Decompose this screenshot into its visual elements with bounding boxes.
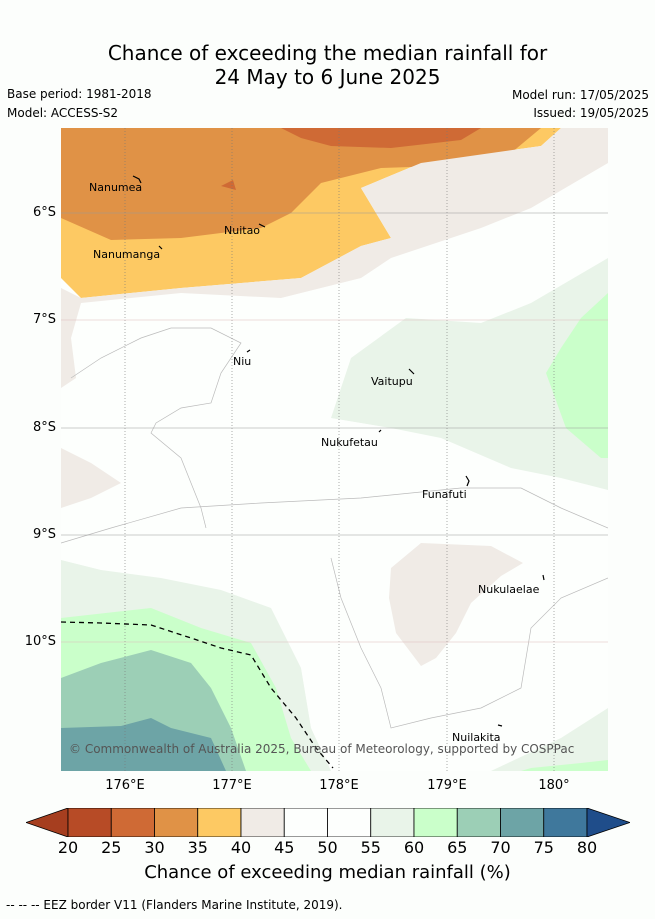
colorbar-segment — [154, 807, 199, 838]
colorbar-segment — [283, 807, 328, 838]
zone-30-35 — [61, 128, 541, 240]
place-funafuti: Funafuti — [422, 488, 467, 501]
colorbar — [24, 807, 632, 838]
colorbar-segment — [67, 807, 112, 838]
place-vaitupu: Vaitupu — [371, 375, 413, 388]
lon-label-179e: 179°E — [427, 778, 467, 793]
map-title-line1: Chance of exceeding the median rainfall … — [107, 41, 548, 65]
eez-footer-note: -- -- -- EEZ border V11 (Flanders Marine… — [6, 898, 343, 912]
lat-label-10s: 10°S — [24, 634, 56, 649]
colorbar-tick-label: 30 — [144, 838, 165, 857]
zone-70-75-sw — [61, 718, 226, 771]
issued-date: Issued: 19/05/2025 — [533, 106, 649, 120]
zone-25-30 — [281, 128, 481, 148]
place-nuilakita: Nuilakita — [452, 731, 501, 744]
colorbar-segment — [370, 807, 415, 838]
lon-label-176e: 176°E — [105, 778, 145, 793]
colorbar-tick-label: 75 — [533, 838, 554, 857]
place-nuitao: Nuitao — [224, 224, 261, 237]
place-nanumanga: Nanumanga — [93, 248, 161, 261]
colorbar-title: Chance of exceeding median rainfall (%) — [144, 862, 511, 883]
zone-55-60-se-small — [521, 760, 608, 771]
rainfall-map — [61, 128, 608, 771]
place-nanumea: Nanumea — [89, 181, 143, 194]
lat-label-9s: 9°S — [32, 527, 56, 542]
zone-40-45-north — [61, 128, 608, 303]
colorbar-tick-label: 70 — [490, 838, 511, 857]
colorbar-segment — [456, 807, 501, 838]
zone-55-60-se — [491, 708, 608, 771]
colorbar-tick-label: 55 — [360, 838, 381, 857]
lon-label-178e: 178°E — [319, 778, 359, 793]
colorbar-tick-label: 20 — [57, 838, 79, 857]
colorbar-tick-label: 65 — [447, 838, 468, 857]
zone-60-65-east — [546, 293, 608, 458]
island-marks — [132, 175, 545, 727]
place-niu: Niu — [233, 355, 252, 368]
model-run: Model run: 17/05/2025 — [511, 88, 649, 102]
eez-border — [61, 621, 334, 769]
lat-lines — [61, 212, 608, 643]
colorbar-tick-label: 35 — [187, 838, 208, 857]
base-period: Base period: 1981-2018 — [7, 87, 152, 101]
colorbar-tick-label: 40 — [230, 838, 252, 857]
colorbar-tick-label: 45 — [274, 838, 295, 857]
map-title-line2: 24 May to 6 June 2025 — [214, 65, 441, 89]
colorbar-min-arrow — [24, 807, 69, 838]
colorbar-segment — [500, 807, 545, 838]
contour-55 — [330, 557, 608, 729]
lon-label-177e: 177°E — [212, 778, 252, 793]
zone-40-45-south — [389, 543, 523, 666]
copyright-notice: © Commonwealth of Australia 2025, Bureau… — [69, 742, 575, 756]
colorbar-segment — [327, 807, 372, 838]
zone-40-45-west — [61, 288, 81, 388]
colorbar-segment — [110, 807, 155, 838]
colorbar-segment — [543, 807, 588, 838]
contour-50 — [61, 487, 608, 544]
colorbar-segment — [197, 807, 242, 838]
zone-40-45-southwest — [61, 448, 121, 508]
colorbar-tick-label: 60 — [403, 838, 425, 857]
model-name: Model: ACCESS-S2 — [7, 106, 119, 120]
place-nukufetau: Nukufetau — [321, 436, 378, 449]
colorbar-segment — [413, 807, 458, 838]
colorbar-max-arrow — [586, 807, 632, 838]
graticule — [124, 128, 555, 771]
lat-label-7s: 7°S — [32, 312, 56, 327]
zone-55-60-east — [331, 258, 608, 490]
place-nukulaelae: Nukulaelae — [478, 583, 540, 596]
colorbar-tick-label: 25 — [101, 838, 122, 857]
colorbar-segment — [240, 807, 285, 838]
lon-label-180: 180° — [538, 778, 570, 793]
lat-label-8s: 8°S — [32, 420, 56, 435]
colorbar-tick-label: 50 — [317, 838, 338, 857]
lat-label-6s: 6°S — [32, 205, 56, 220]
contour-45 — [70, 327, 242, 529]
colorbar-tick-label: 80 — [576, 838, 598, 857]
